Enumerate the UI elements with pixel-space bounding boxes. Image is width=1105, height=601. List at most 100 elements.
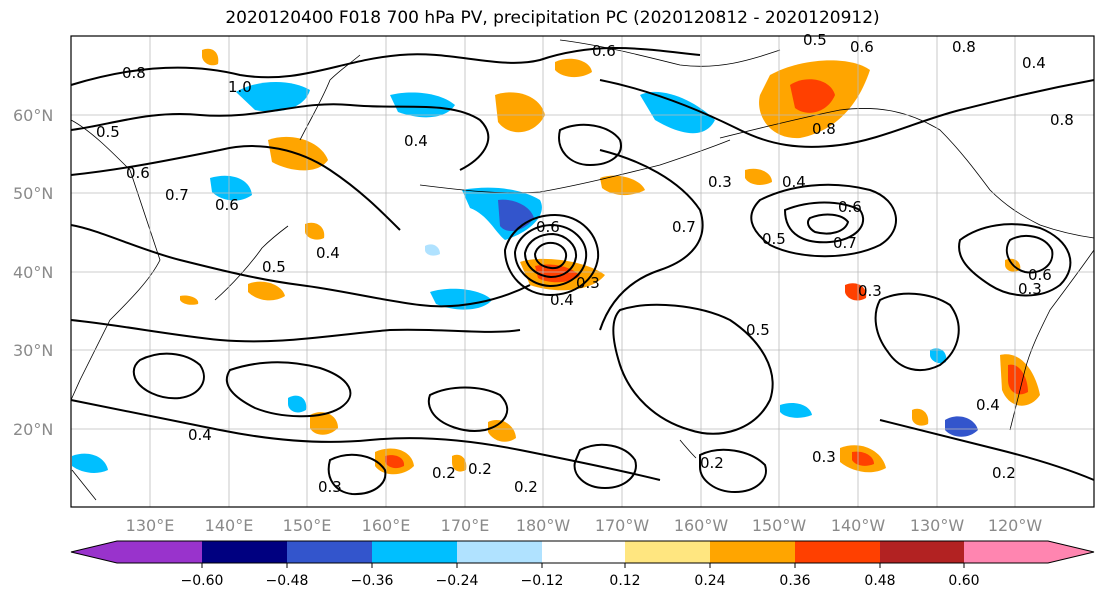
precip-negative-patch xyxy=(288,395,307,413)
colorbar-segment xyxy=(625,541,710,563)
colorbar-right-extend xyxy=(1048,541,1094,563)
contour-label: 0.3 xyxy=(708,173,732,191)
contour-label: 0.8 xyxy=(1050,111,1074,129)
lon-label: 120°W xyxy=(988,516,1043,535)
contour-label: 0.2 xyxy=(432,464,456,482)
precip-negative-patch xyxy=(640,91,715,134)
colorbar-tick-label: −0.24 xyxy=(436,573,479,589)
coastline-bering xyxy=(559,39,781,67)
pv-contour xyxy=(783,201,865,244)
pv-contour xyxy=(573,443,637,490)
coastline-alaska xyxy=(719,108,1095,239)
precip-positive-patch xyxy=(600,175,645,196)
longitude-labels: 130°E 140°E 150°E 160°E 170°E 180°W 170°… xyxy=(126,516,1043,535)
precip-negative-patch xyxy=(390,92,455,118)
precip-positive-patch xyxy=(555,58,592,78)
contour-label: 0.8 xyxy=(812,120,836,138)
pv-contour xyxy=(70,319,521,343)
map-frame xyxy=(70,35,1095,508)
lon-label: 150°E xyxy=(283,516,332,535)
contour-label: 0.2 xyxy=(700,454,724,472)
contour-label: 0.3 xyxy=(858,282,882,300)
precip-negative-patch xyxy=(210,175,252,201)
graticule xyxy=(71,36,1094,507)
precip-positive-patch xyxy=(845,283,867,301)
contour-label: 0.4 xyxy=(316,244,340,262)
pv-contour xyxy=(599,149,704,331)
colorbar-tick-label: 0.48 xyxy=(864,573,895,589)
precip-positive-patch xyxy=(1008,364,1028,395)
contour-label: 0.6 xyxy=(850,38,874,56)
colorbar: −0.60 −0.48 −0.36 −0.24 −0.12 0.12 0.24 … xyxy=(70,540,1095,589)
pv-contour xyxy=(874,292,960,372)
precip-positive-patch xyxy=(535,264,580,283)
contour-label: 0.6 xyxy=(215,196,239,214)
pv-contour xyxy=(523,232,578,279)
colorbar-segment xyxy=(880,541,964,563)
lon-label: 150°W xyxy=(752,516,807,535)
contour-label: 0.6 xyxy=(838,198,862,216)
pv-contour xyxy=(225,361,352,418)
lon-label: 180°W xyxy=(516,516,571,535)
precip-positive-patch xyxy=(305,222,325,240)
colorbar-segment xyxy=(287,541,372,563)
contour-label: 1.0 xyxy=(228,78,252,96)
precip-positive-patch xyxy=(495,92,545,133)
lon-label: 140°E xyxy=(205,516,254,535)
contour-label: 0.5 xyxy=(262,258,286,276)
lon-label: 160°W xyxy=(674,516,729,535)
lon-label: 160°E xyxy=(362,516,411,535)
pv-contour xyxy=(513,223,588,288)
contour-label: 0.2 xyxy=(468,460,492,478)
pv-contour xyxy=(503,213,600,297)
precip-positive-patch xyxy=(248,281,285,301)
map-title: 2020120400 F018 700 hPa PV, precipitatio… xyxy=(225,8,880,28)
precip-negative-patch xyxy=(72,453,108,473)
precip-positive-patch xyxy=(790,79,835,113)
coastline-kamchatka xyxy=(299,54,361,141)
coastline-north-america xyxy=(1009,249,1095,431)
precip-positive-patch xyxy=(452,454,467,472)
precip-positive-patch xyxy=(385,455,405,469)
pv-contour xyxy=(750,183,897,258)
precip-positive-patch xyxy=(180,295,199,305)
contour-label: 0.3 xyxy=(318,478,342,496)
pv-contour xyxy=(879,419,1095,481)
colorbar-segment xyxy=(542,541,625,563)
colorbar-tick-label: −0.12 xyxy=(521,573,564,589)
contour-label: 0.5 xyxy=(746,321,770,339)
pv-contour xyxy=(70,103,490,171)
colorbar-tick-label: 0.60 xyxy=(948,573,979,589)
contour-label: 0.4 xyxy=(550,291,574,309)
lat-label: 50°N xyxy=(13,184,53,203)
contour-label: 0.8 xyxy=(122,64,146,82)
precip-positive-patch xyxy=(912,408,929,426)
pv-contour xyxy=(70,145,401,231)
contour-label: 0.4 xyxy=(782,173,806,191)
contour-label: 0.4 xyxy=(188,426,212,444)
colorbar-segment xyxy=(372,541,457,563)
contour-label: 0.2 xyxy=(992,464,1016,482)
contour-label: 0.5 xyxy=(762,230,786,248)
colorbar-ticks xyxy=(201,563,965,568)
pv-contour xyxy=(806,213,850,235)
contour-label: 0.6 xyxy=(1028,266,1052,284)
precip-positive-patch xyxy=(745,168,772,185)
colorbar-tick-label: 0.12 xyxy=(609,573,640,589)
contour-label: 0.7 xyxy=(833,234,857,252)
contour-label: 0.8 xyxy=(952,38,976,56)
contour-label: 0.4 xyxy=(404,132,428,150)
precip-negative-patch xyxy=(780,403,812,418)
lat-label: 60°N xyxy=(13,106,53,125)
contour-label: 0.4 xyxy=(1022,54,1046,72)
colorbar-left-extend xyxy=(71,541,117,563)
pv-contour xyxy=(70,399,661,481)
lon-label: 130°E xyxy=(126,516,175,535)
coastline-aleutians xyxy=(419,139,731,194)
contour-label: 0.5 xyxy=(96,123,120,141)
precip-negative-patch xyxy=(930,348,947,364)
lon-label: 140°W xyxy=(831,516,886,535)
colorbar-segment xyxy=(117,541,202,563)
colorbar-tick-label: −0.60 xyxy=(181,573,224,589)
